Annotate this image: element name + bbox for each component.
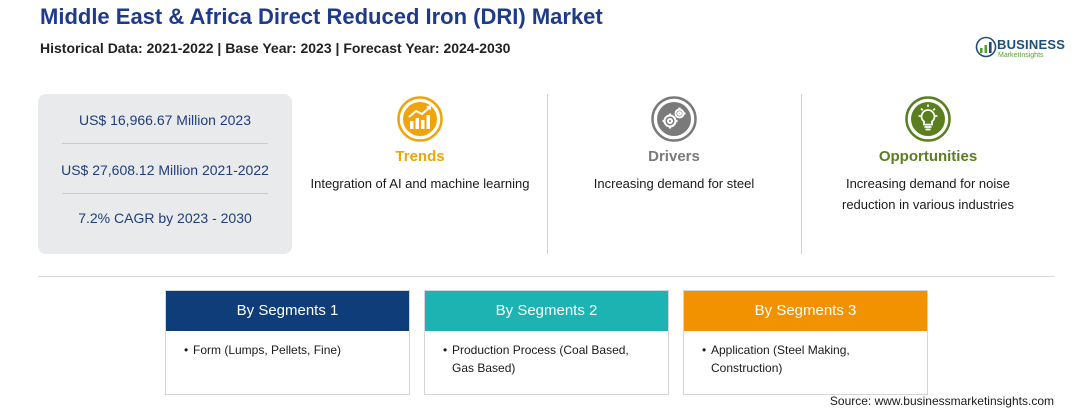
segment-3-header: By Segments 3 [684, 291, 927, 331]
pillar-trends: Trends Integration of AI and machine lea… [300, 96, 540, 194]
page-subtitle: Historical Data: 2021-2022 | Base Year: … [40, 40, 511, 56]
stat-cagr: 7.2% CAGR by 2023 - 2030 [78, 210, 252, 226]
pillar-trends-title: Trends [395, 148, 445, 165]
brand-logo: BUSINESS MarketInsights [975, 34, 1065, 64]
gears-icon [651, 96, 697, 142]
segment-1-header: By Segments 1 [166, 291, 409, 331]
pillar-divider [547, 94, 548, 254]
logo-tagline: MarketInsights [998, 52, 1044, 59]
stat-divider [62, 143, 268, 144]
page-title: Middle East & Africa Direct Reduced Iron… [40, 4, 603, 29]
pillar-drivers-description: Increasing demand for steel [593, 176, 755, 191]
segment-3-item: Application (Steel Making, Construction) [702, 341, 913, 377]
pillar-opportunities-title: Opportunities [878, 148, 978, 165]
pillar-opportunities: Opportunities Increasing demand for nois… [808, 96, 1048, 215]
segment-card-1: By Segments 1 Form (Lumps, Pellets, Fine… [165, 290, 410, 395]
stat-divider [62, 193, 268, 194]
pillar-drivers: Drivers Increasing demand for steel [554, 96, 794, 194]
logo-wordmark: BUSINESS [997, 37, 1066, 52]
pillar-divider [801, 94, 802, 254]
section-divider [38, 276, 1054, 277]
chart-trend-icon [397, 96, 443, 142]
segment-2-item: Production Process (Coal Based, Gas Base… [443, 341, 654, 377]
pillar-trends-description: Integration of AI and machine learning [310, 176, 530, 191]
source-credit: Source: www.businessmarketinsights.com [829, 394, 1054, 408]
segment-2-header: By Segments 2 [425, 291, 668, 331]
stat-market-value-2023: US$ 16,966.67 Million 2023 [78, 112, 251, 128]
pillar-opportunities-description: Increasing demand for noise reduction in… [842, 176, 1014, 212]
segment-card-3: By Segments 3 Application (Steel Making,… [683, 290, 928, 395]
lightbulb-icon [905, 96, 951, 142]
logo-globe-icon [975, 36, 997, 58]
segment-card-2: By Segments 2 Production Process (Coal B… [424, 290, 669, 395]
pillar-drivers-title: Drivers [648, 148, 700, 165]
market-stats-panel: US$ 16,966.67 Million 2023 US$ 27,608.12… [38, 94, 292, 254]
segment-1-item: Form (Lumps, Pellets, Fine) [184, 341, 395, 359]
stat-market-value-historical: US$ 27,608.12 Million 2021-2022 [61, 162, 269, 178]
